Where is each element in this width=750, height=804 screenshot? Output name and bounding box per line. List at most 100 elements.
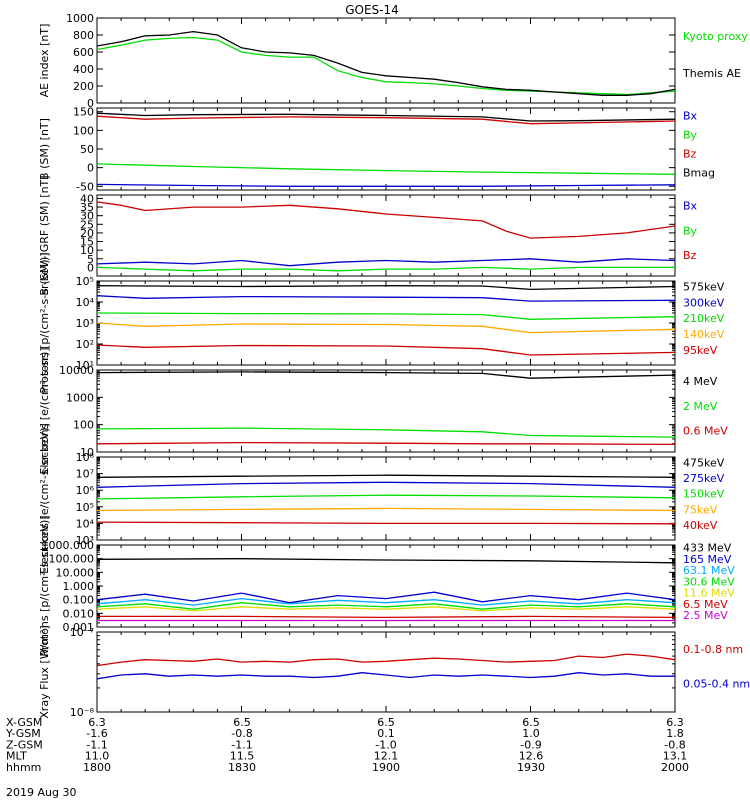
legend-label: 2 MeV xyxy=(683,400,718,413)
ephemeris-value: -0.9 xyxy=(520,738,541,751)
series-line-0-1-0-8-nm xyxy=(96,653,676,667)
ephemeris-value: 6.3 xyxy=(666,716,684,729)
legend-label: 95keV xyxy=(683,344,718,357)
ephemeris-value: 13.1 xyxy=(663,750,688,763)
series-line-4-mev xyxy=(96,371,676,379)
panel-7: 0.0010.0100.1001.00010.000100.0001000.00… xyxy=(38,515,735,656)
figure-title: GOES-14 xyxy=(345,3,399,17)
legend-label: 6.5 MeV xyxy=(683,598,728,611)
y-tick-label: 10.000 xyxy=(56,566,95,579)
series-line-75kev xyxy=(96,507,676,512)
legend-label: 150keV xyxy=(683,488,725,501)
legend-label: 0.05-0.4 nm xyxy=(683,678,750,691)
ephemeris-value: -1.1 xyxy=(86,738,107,751)
legend-label: 11.6 MeV xyxy=(683,587,735,600)
y-tick-label: 10⁻⁸ xyxy=(70,706,95,719)
legend-label: 0.6 MeV xyxy=(683,425,728,438)
y-tick-label: 0.100 xyxy=(63,594,95,607)
legend-label: 275keV xyxy=(683,472,725,485)
series-line-by xyxy=(96,163,676,175)
y-tick-label: 0.010 xyxy=(63,607,95,620)
y-tick-label: 10⁷ xyxy=(76,468,94,481)
legend-label: 2.5 MeV xyxy=(683,609,728,622)
legend-label: Bz xyxy=(683,148,697,161)
y-tick-label: 25 xyxy=(80,218,94,231)
panel-frame xyxy=(96,369,676,453)
series-line-bz xyxy=(96,201,676,239)
series-line-themis-ae xyxy=(96,30,676,96)
legend-label: 300keV xyxy=(683,296,725,309)
ephemeris-row-label: hhmm xyxy=(6,761,41,774)
y-tick-label: 10 xyxy=(80,244,94,257)
y-tick-label: 30 xyxy=(80,210,94,223)
y-tick-label: 100 xyxy=(73,419,94,432)
y-tick-label: 10¹ xyxy=(76,359,94,372)
y-tick-label: 10000 xyxy=(59,364,94,377)
y-tick-label: 100 xyxy=(73,124,94,137)
y-axis-label: Electrons [e/(cm²-s-sr-keV)] xyxy=(38,423,51,574)
y-tick-label: 10⁵ xyxy=(76,275,94,288)
series-line-30-6-mev xyxy=(96,602,676,610)
y-tick-label: 0 xyxy=(87,97,94,110)
series-line-bx xyxy=(96,183,676,187)
legend-label: 475keV xyxy=(683,456,725,469)
y-tick-label: 10⁵ xyxy=(76,501,94,514)
ephemeris-row-label: X-GSM xyxy=(6,716,42,729)
y-tick-label: -50 xyxy=(76,180,94,193)
series-line-bx xyxy=(96,258,676,267)
panel-8: 10⁻⁸ 10⁻⁷ Xray Flux [W/m²] 0.1-0.8 nm 0.05-0… xyxy=(38,625,750,719)
series-line-0-6-mev xyxy=(96,441,676,446)
y-tick-label: 10⁴ xyxy=(76,517,95,530)
y-axis-label: Protons [p/(cm²-s-sr-keV)] xyxy=(38,515,51,656)
ephemeris-value: 12.1 xyxy=(374,750,399,763)
series-line-300kev xyxy=(96,295,676,302)
y-tick-label: 10 xyxy=(80,446,94,459)
y-tick-label: 1000 xyxy=(66,12,94,25)
y-tick-label: 1000 xyxy=(66,391,94,404)
legend-label: 433 MeV xyxy=(683,542,732,555)
ephemeris-value: 11.0 xyxy=(85,750,110,763)
panel-5: 10 100 1000 10000 Electrons [e/(cm²-s-sr)] 4 … xyxy=(38,347,728,474)
y-tick-label: 1.000 xyxy=(63,580,95,593)
series-line-575kev xyxy=(96,285,676,291)
y-tick-label: 0 xyxy=(87,261,94,274)
panel-4: 10¹ 10² 10³ 10⁴ 10⁵ Protons [p/(cm²-s-sr-keV)… xyxy=(38,252,725,393)
y-axis-label: AE index [nT] xyxy=(38,24,51,98)
y-tick-label: 10⁸ xyxy=(76,451,95,464)
series-line-95kev xyxy=(96,344,676,356)
ephemeris-value: 6.3 xyxy=(88,716,106,729)
ephemeris-value: 0.1 xyxy=(377,727,395,740)
y-tick-label: 10⁻⁷ xyxy=(70,626,94,639)
panel-2: -50 0 50 100 150 B (SM) [nT] Bx By Bz Bmag xyxy=(38,106,715,194)
series-line-165-mev xyxy=(96,591,676,604)
panel-frame xyxy=(96,17,676,104)
panel-frame xyxy=(96,631,676,713)
legend-label: Bmag xyxy=(683,167,715,180)
ephemeris-value: 1830 xyxy=(228,761,256,774)
series-line-0-05-0-4-nm xyxy=(96,672,675,680)
series-line-by xyxy=(96,266,675,272)
ephemeris-value: -0.8 xyxy=(231,727,252,740)
legend-label: Themis AE xyxy=(682,67,741,80)
legend-label: 40keV xyxy=(683,519,718,532)
legend-label: 140keV xyxy=(683,328,725,341)
panel-frame xyxy=(96,280,676,366)
legend-label: By xyxy=(683,129,698,142)
y-tick-label: 10⁴ xyxy=(76,296,95,309)
legend-label: By xyxy=(683,224,698,237)
ephemeris-value: 1.8 xyxy=(666,727,684,740)
panel-frame xyxy=(96,544,676,628)
ephemeris-value: -0.8 xyxy=(664,738,685,751)
ephemeris-value: 1800 xyxy=(83,761,111,774)
y-axis-label: Protons [p/(cm²-s-sr-keV)] xyxy=(38,252,51,393)
y-axis-label: Xray Flux [W/m²] xyxy=(38,625,51,718)
series-line-210kev xyxy=(96,312,676,320)
series-line-2-mev xyxy=(96,427,676,438)
y-tick-label: 20 xyxy=(80,227,94,240)
ephemeris-value: -1.1 xyxy=(231,738,252,751)
series-line-63-1-mev xyxy=(96,597,676,606)
